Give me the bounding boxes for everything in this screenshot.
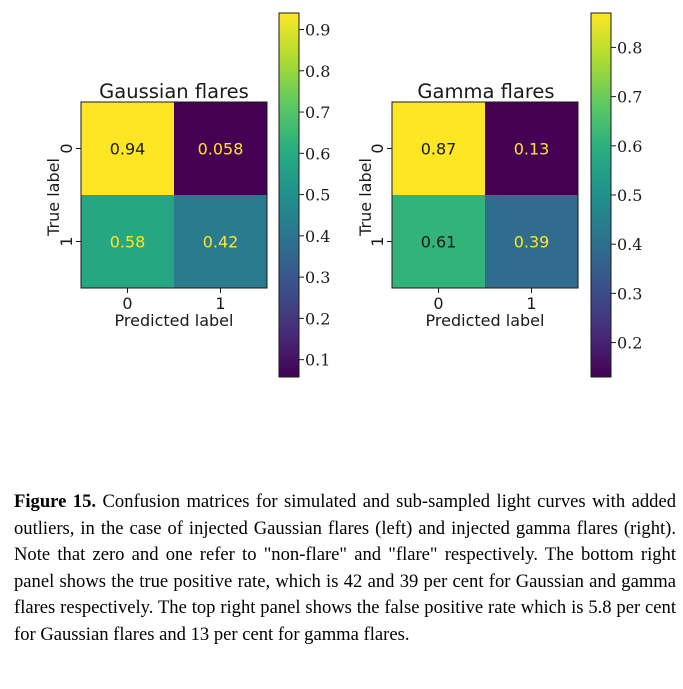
value-label-0-1: 0.058	[198, 140, 244, 159]
cell-0-1	[485, 102, 578, 195]
colorbar-tick-label-6: 0.7	[305, 103, 330, 122]
value-label-1-1: 0.39	[514, 233, 550, 252]
colorbar-tick-label-7: 0.8	[305, 62, 330, 81]
value-label-1-0: 0.58	[110, 233, 146, 252]
x-axis-label: Predicted label	[426, 311, 545, 330]
colorbar-tick-label-4: 0.5	[305, 186, 330, 205]
heatmap-cells: 0.94 0.058 0.58 0.42	[81, 102, 267, 288]
cell-1-1	[485, 195, 578, 288]
cell-1-0	[392, 195, 485, 288]
y-ticks: 01	[57, 143, 81, 247]
chart-title: Gaussian flares	[99, 80, 249, 103]
y-ticks: 01	[368, 143, 392, 247]
heatmap-cells: 0.87 0.13 0.61 0.39	[392, 102, 578, 288]
caption-text: Confusion matrices for simulated and sub…	[14, 491, 676, 645]
cell-1-0	[81, 195, 174, 288]
colorbar-tick-label-5: 0.6	[305, 144, 330, 163]
figure-label: Figure 15.	[14, 491, 97, 512]
y-tick-label-0: 0	[368, 143, 387, 153]
value-label-1-0: 0.61	[421, 233, 457, 252]
colorbar-gradient	[278, 12, 300, 378]
figure-caption: Figure 15. Confusion matrices for simula…	[14, 489, 676, 648]
colorbar-tick-label-2: 0.4	[617, 235, 642, 254]
value-label-0-0: 0.87	[421, 140, 457, 159]
colorbar-tick-label-6: 0.8	[617, 38, 642, 57]
cell-0-1	[174, 102, 267, 195]
colorbar-ticks: 0.1 0.2 0.3 0.4 0.5 0.6 0.7 0.8 0.9	[299, 21, 330, 370]
colorbar: 0.2 0.3 0.4 0.5 0.6 0.7 0.8	[590, 12, 642, 378]
colorbar-tick-label-1: 0.2	[305, 309, 330, 328]
x-tick-label-1: 1	[526, 294, 536, 313]
cell-0-0	[392, 102, 485, 195]
y-tick-label-0: 0	[57, 143, 76, 153]
matrix-frame	[80, 101, 268, 289]
colorbar-tick-label-0: 0.1	[305, 351, 330, 370]
colorbar-tick-label-3: 0.5	[617, 186, 642, 205]
x-tick-label-0: 0	[433, 294, 443, 313]
y-axis-label: True label	[44, 158, 63, 237]
x-tick-label-1: 1	[215, 294, 225, 313]
value-label-0-0: 0.94	[110, 140, 146, 159]
colorbar: 0.1 0.2 0.3 0.4 0.5 0.6 0.7 0.8 0.9	[278, 12, 330, 378]
colorbar-tick-label-8: 0.9	[305, 21, 330, 40]
colorbar-tick-label-2: 0.3	[305, 268, 330, 287]
colorbar-tick-label-0: 0.2	[617, 334, 642, 353]
colorbar-tick-label-4: 0.6	[617, 137, 642, 156]
value-label-1-1: 0.42	[203, 233, 239, 252]
colorbar-tick-label-5: 0.7	[617, 88, 642, 107]
colorbar-gradient	[590, 12, 612, 378]
colorbar-tick-label-1: 0.3	[617, 284, 642, 303]
cell-0-0	[81, 102, 174, 195]
cell-1-1	[174, 195, 267, 288]
colorbar-tick-label-3: 0.4	[305, 227, 330, 246]
colorbar-ticks: 0.2 0.3 0.4 0.5 0.6 0.7 0.8	[611, 38, 642, 353]
y-axis-label: True label	[356, 158, 375, 237]
y-tick-label-1: 1	[57, 236, 76, 246]
chart-title: Gamma flares	[417, 80, 554, 103]
value-label-0-1: 0.13	[514, 140, 550, 159]
y-tick-label-1: 1	[368, 236, 387, 246]
x-tick-label-0: 0	[122, 294, 132, 313]
matrix-frame	[391, 101, 579, 289]
x-axis-label: Predicted label	[115, 311, 234, 330]
